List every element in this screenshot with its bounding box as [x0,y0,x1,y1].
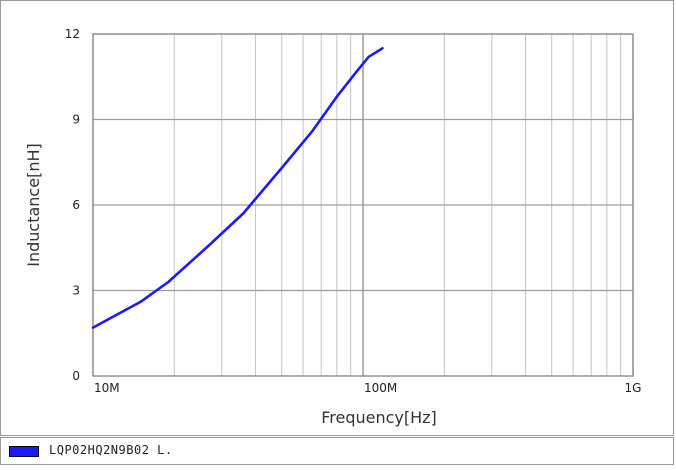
chart-frame: 0 3 6 9 12 10M 100M 1G Frequency[Hz] Inductance[n… [0,0,674,436]
y-tick-label: 6 [72,198,80,212]
legend-label: LQP02HQ2N9B02 L. [49,443,173,457]
data-point [381,47,384,50]
data-point [208,244,211,246]
data-point [356,70,358,72]
data-point [311,130,314,132]
y-tick-label: 12 [65,27,80,41]
x-tick-label: 10M [94,381,120,395]
x-tick-label: 100M [364,381,397,395]
data-point [367,56,370,58]
chart-svg: 0 3 6 9 12 10M 100M 1G Frequency[Hz] Inductance[n… [24,27,642,427]
data-point [139,301,142,303]
data-point [336,95,338,98]
y-tick-label: 0 [72,369,80,383]
y-tick-label: 3 [72,284,80,298]
y-axis-title: Inductance[nH] [24,143,43,266]
x-tick-label: 1G [625,381,642,395]
y-tick-label: 9 [72,113,80,127]
data-point [242,212,245,215]
data-point [167,281,170,283]
legend: LQP02HQ2N9B02 L. [0,437,674,465]
data-point [92,326,94,329]
legend-swatch [9,446,39,457]
x-axis-title: Frequency[Hz] [321,408,437,427]
data-point [280,167,283,169]
plot-border [92,33,634,377]
